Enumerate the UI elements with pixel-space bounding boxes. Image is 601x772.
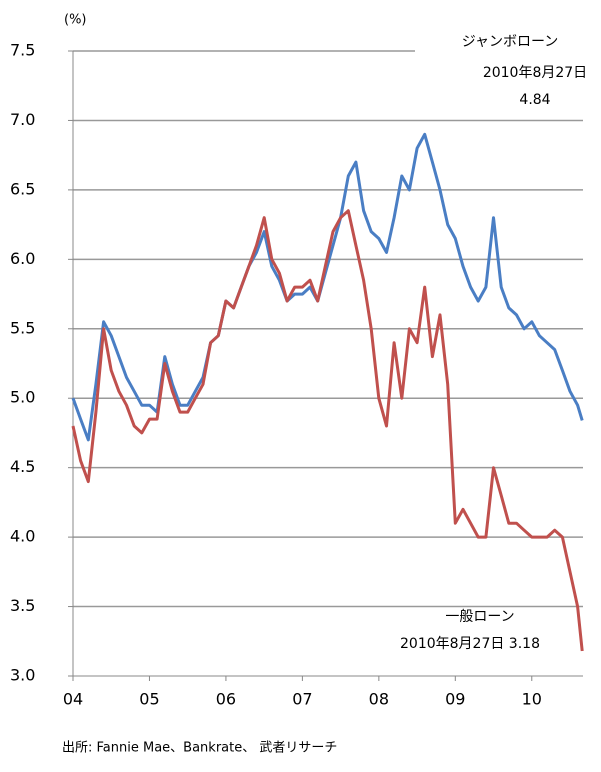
x-tick-label: 06 bbox=[216, 690, 236, 709]
x-tick-label: 08 bbox=[369, 690, 389, 709]
y-tick-label: 4.0 bbox=[10, 527, 35, 546]
unit-label: (%) bbox=[64, 13, 87, 28]
y-tick-label: 3.0 bbox=[10, 666, 35, 685]
x-tick-label: 10 bbox=[522, 690, 542, 709]
source: 出所: Fannie Mae、Bankrate、 武者リサーチ bbox=[62, 741, 337, 756]
x-tick-label: 09 bbox=[445, 690, 465, 709]
x-tick-label: 04 bbox=[63, 690, 83, 709]
series-label: ジャンボローン bbox=[462, 34, 559, 50]
annotation: 2010年8月27日 bbox=[483, 65, 587, 81]
y-tick-label: 4.5 bbox=[10, 457, 35, 476]
y-tick-label: 6.0 bbox=[10, 249, 35, 268]
annotation: 2010年8月27日 3.18 bbox=[400, 636, 540, 652]
y-tick-label: 5.0 bbox=[10, 388, 35, 407]
annotation: 4.84 bbox=[519, 92, 550, 108]
y-tick-label: 7.0 bbox=[10, 110, 35, 129]
y-tick-label: 6.5 bbox=[10, 179, 35, 198]
y-tick-label: 5.5 bbox=[10, 318, 35, 337]
series-label: 一般ローン bbox=[445, 609, 514, 625]
series-line bbox=[71, 209, 584, 652]
y-tick-label: 3.5 bbox=[10, 596, 35, 615]
y-tick-label: 7.5 bbox=[10, 41, 35, 60]
x-tick-label: 07 bbox=[292, 690, 312, 709]
x-tick-label: 05 bbox=[139, 690, 159, 709]
